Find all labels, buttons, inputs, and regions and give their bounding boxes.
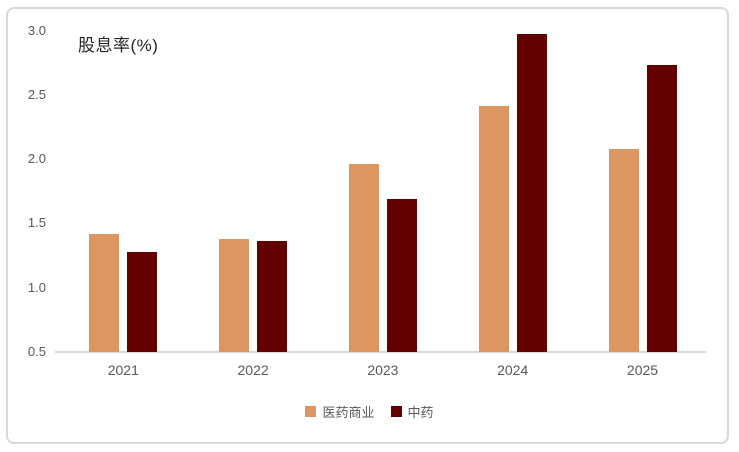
x-axis-category-label: 2024 [497,362,529,378]
x-axis-category-label: 2022 [237,362,269,378]
bar-2021-series-0 [89,233,120,352]
y-axis-tick-label: 0.5 [27,344,46,359]
x-axis-category-label: 2025 [626,362,659,378]
y-axis-tick-label: 1.5 [27,215,46,231]
x-axis-line [55,351,706,353]
bar-2025-series-0 [608,148,639,352]
x-axis-category-label: 2021 [107,362,139,378]
legend-swatch [390,406,402,417]
legend-label: 中药 [407,405,434,420]
x-axis-category-label: 2023 [367,362,399,378]
chart-title: 股息率(%) [78,36,159,55]
legend-label: 医药商业 [322,405,375,420]
bar-2025-series-1 [646,65,677,352]
bar-2023-series-0 [348,164,379,352]
legend-swatch [305,406,317,417]
y-axis-tick-label: 1.0 [27,279,46,295]
bar-2022-series-1 [257,241,288,352]
y-axis-tick-label: 2.5 [27,86,46,102]
bar-2022-series-0 [219,238,250,352]
bar-2024-series-0 [478,106,509,352]
bar-2021-series-1 [127,251,158,352]
bar-2024-series-1 [516,34,547,352]
y-axis-tick-label: 2.0 [27,151,46,167]
legend-item-1: 中药 [390,402,434,421]
legend: 医药商业 中药 [0,402,739,421]
bar-2023-series-1 [386,198,417,352]
legend-item-0: 医药商业 [305,402,375,421]
y-axis-tick-label: 3.0 [27,22,46,38]
chart-frame-border [6,7,729,444]
